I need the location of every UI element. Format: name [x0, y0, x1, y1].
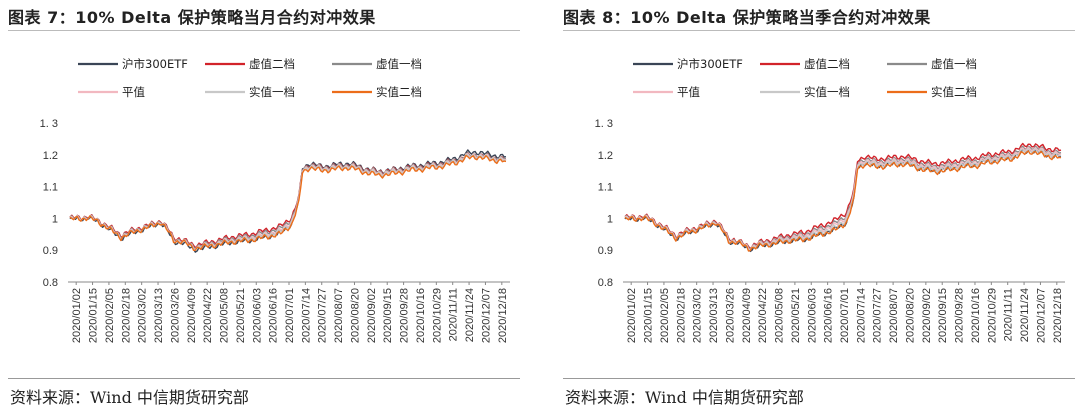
x-tick-label: 2020/12/07 — [480, 288, 492, 343]
y-tick-label: 1. 3 — [595, 118, 613, 130]
x-tick-label: 2020/12/07 — [1035, 288, 1047, 343]
x-tick-label: 2020/05/08 — [774, 288, 786, 343]
top-rule — [563, 30, 1075, 31]
x-tick-label: 2020/02/05 — [104, 288, 116, 343]
legend-label: 沪市300ETF — [122, 57, 188, 71]
series-line — [69, 153, 507, 251]
x-tick-label: 2020/03/02 — [692, 288, 704, 343]
x-tick-label: 2020/06/03 — [251, 288, 263, 343]
top-rule — [8, 30, 520, 31]
x-tick-label: 2020/07/27 — [317, 288, 329, 343]
x-tick-label: 2020/02/18 — [675, 288, 687, 343]
x-tick-label: 2020/05/08 — [219, 288, 231, 343]
x-tick-label: 2020/06/03 — [806, 288, 818, 343]
x-tick-label: 2020/06/16 — [823, 288, 835, 343]
y-tick-label: 0.8 — [43, 277, 58, 289]
x-tick-label: 2020/09/28 — [954, 288, 966, 343]
y-tick-label: 1.2 — [43, 150, 58, 162]
series-line — [69, 154, 507, 251]
x-tick-label: 2020/01/02 — [626, 288, 638, 343]
x-tick-label: 2020/11/24 — [1019, 288, 1031, 342]
x-tick-label: 2020/07/01 — [839, 288, 851, 343]
source-note: 资料来源：Wind 中信期货研究部 — [565, 388, 804, 407]
legend-label: 实值二档 — [376, 85, 422, 99]
y-tick-label: 1.1 — [598, 182, 613, 194]
y-tick-label: 1 — [52, 213, 58, 225]
x-tick-label: 2020/07/14 — [300, 288, 312, 343]
chart-title: 图表 8：10% Delta 保护策略当季合约对冲效果 — [563, 8, 931, 27]
x-tick-label: 2020/02/05 — [659, 288, 671, 343]
x-tick-label: 2020/08/07 — [333, 288, 345, 343]
legend-label: 实值二档 — [931, 85, 977, 99]
legend-label: 虚值一档 — [931, 57, 977, 71]
legend-label: 沪市300ETF — [677, 57, 743, 71]
y-tick-label: 1. 3 — [40, 118, 58, 130]
series-line — [624, 148, 1062, 253]
legend-label: 实值一档 — [804, 85, 850, 99]
series-line — [624, 148, 1062, 251]
x-tick-label: 2020/10/29 — [986, 288, 998, 343]
y-tick-label: 1.2 — [598, 150, 613, 162]
x-tick-label: 2020/04/09 — [741, 288, 753, 343]
legend-label: 虚值二档 — [804, 57, 850, 71]
x-tick-label: 2020/09/02 — [921, 288, 933, 343]
legend-label: 平值 — [677, 85, 700, 99]
x-tick-label: 2020/10/29 — [431, 288, 443, 343]
x-tick-label: 2020/05/21 — [790, 288, 802, 343]
series-line — [624, 150, 1062, 252]
x-tick-label: 2020/11/11 — [448, 288, 460, 341]
x-tick-label: 2020/01/15 — [643, 288, 655, 343]
x-tick-label: 2020/08/07 — [888, 288, 900, 343]
x-tick-label: 2020/09/28 — [399, 288, 411, 343]
x-tick-label: 2020/07/27 — [872, 288, 884, 343]
y-tick-label: 0.9 — [598, 245, 613, 257]
x-tick-label: 2020/06/16 — [268, 288, 280, 343]
x-tick-label: 2020/12/18 — [497, 288, 509, 343]
x-tick-label: 2020/07/01 — [284, 288, 296, 343]
x-tick-label: 2020/05/21 — [235, 288, 247, 343]
x-tick-label: 2020/08/20 — [349, 288, 361, 343]
x-tick-label: 2020/01/02 — [71, 288, 83, 343]
legend-label: 虚值一档 — [376, 57, 422, 71]
x-tick-label: 2020/04/22 — [757, 288, 769, 343]
y-tick-label: 0.8 — [598, 277, 613, 289]
series-line — [69, 153, 507, 251]
legend-label: 实值一档 — [249, 85, 295, 99]
legend-label: 虚值二档 — [249, 57, 295, 71]
x-tick-label: 2020/07/14 — [855, 288, 867, 343]
x-tick-label: 2020/08/20 — [904, 288, 916, 343]
chart-panel-7: 图表 7：10% Delta 保护策略当月合约对冲效果 沪市300ETF 虚值二档… — [0, 0, 520, 416]
chart-panel-8: 图表 8：10% Delta 保护策略当季合约对冲效果 沪市300ETF 虚值二档… — [555, 0, 1075, 416]
x-tick-label: 2020/03/02 — [137, 288, 149, 343]
x-tick-label: 2020/10/16 — [415, 288, 427, 343]
y-tick-label: 0.9 — [43, 245, 58, 257]
x-tick-label: 2020/09/02 — [366, 288, 378, 343]
chart-title: 图表 7：10% Delta 保护策略当月合约对冲效果 — [8, 8, 376, 27]
x-tick-label: 2020/02/18 — [120, 288, 132, 343]
bottom-rule — [563, 378, 1075, 379]
x-tick-label: 2020/01/15 — [88, 288, 100, 343]
x-tick-label: 2020/11/24 — [464, 288, 476, 342]
x-tick-label: 2020/09/15 — [382, 288, 394, 343]
x-tick-label: 2020/03/26 — [724, 288, 736, 343]
x-tick-label: 2020/04/09 — [186, 288, 198, 343]
y-tick-label: 1 — [607, 213, 613, 225]
x-tick-label: 2020/10/16 — [970, 288, 982, 343]
legend-label: 平值 — [122, 85, 145, 99]
bottom-rule — [8, 378, 520, 379]
x-tick-label: 2020/04/22 — [202, 288, 214, 343]
source-note: 资料来源：Wind 中信期货研究部 — [10, 388, 249, 407]
x-tick-label: 2020/03/26 — [169, 288, 181, 343]
x-tick-label: 2020/03/13 — [708, 288, 720, 343]
x-tick-label: 2020/09/15 — [937, 288, 949, 343]
y-tick-label: 1.1 — [43, 182, 58, 194]
x-tick-label: 2020/12/18 — [1052, 288, 1064, 343]
x-tick-label: 2020/03/13 — [153, 288, 165, 343]
x-tick-label: 2020/11/11 — [1003, 288, 1015, 341]
